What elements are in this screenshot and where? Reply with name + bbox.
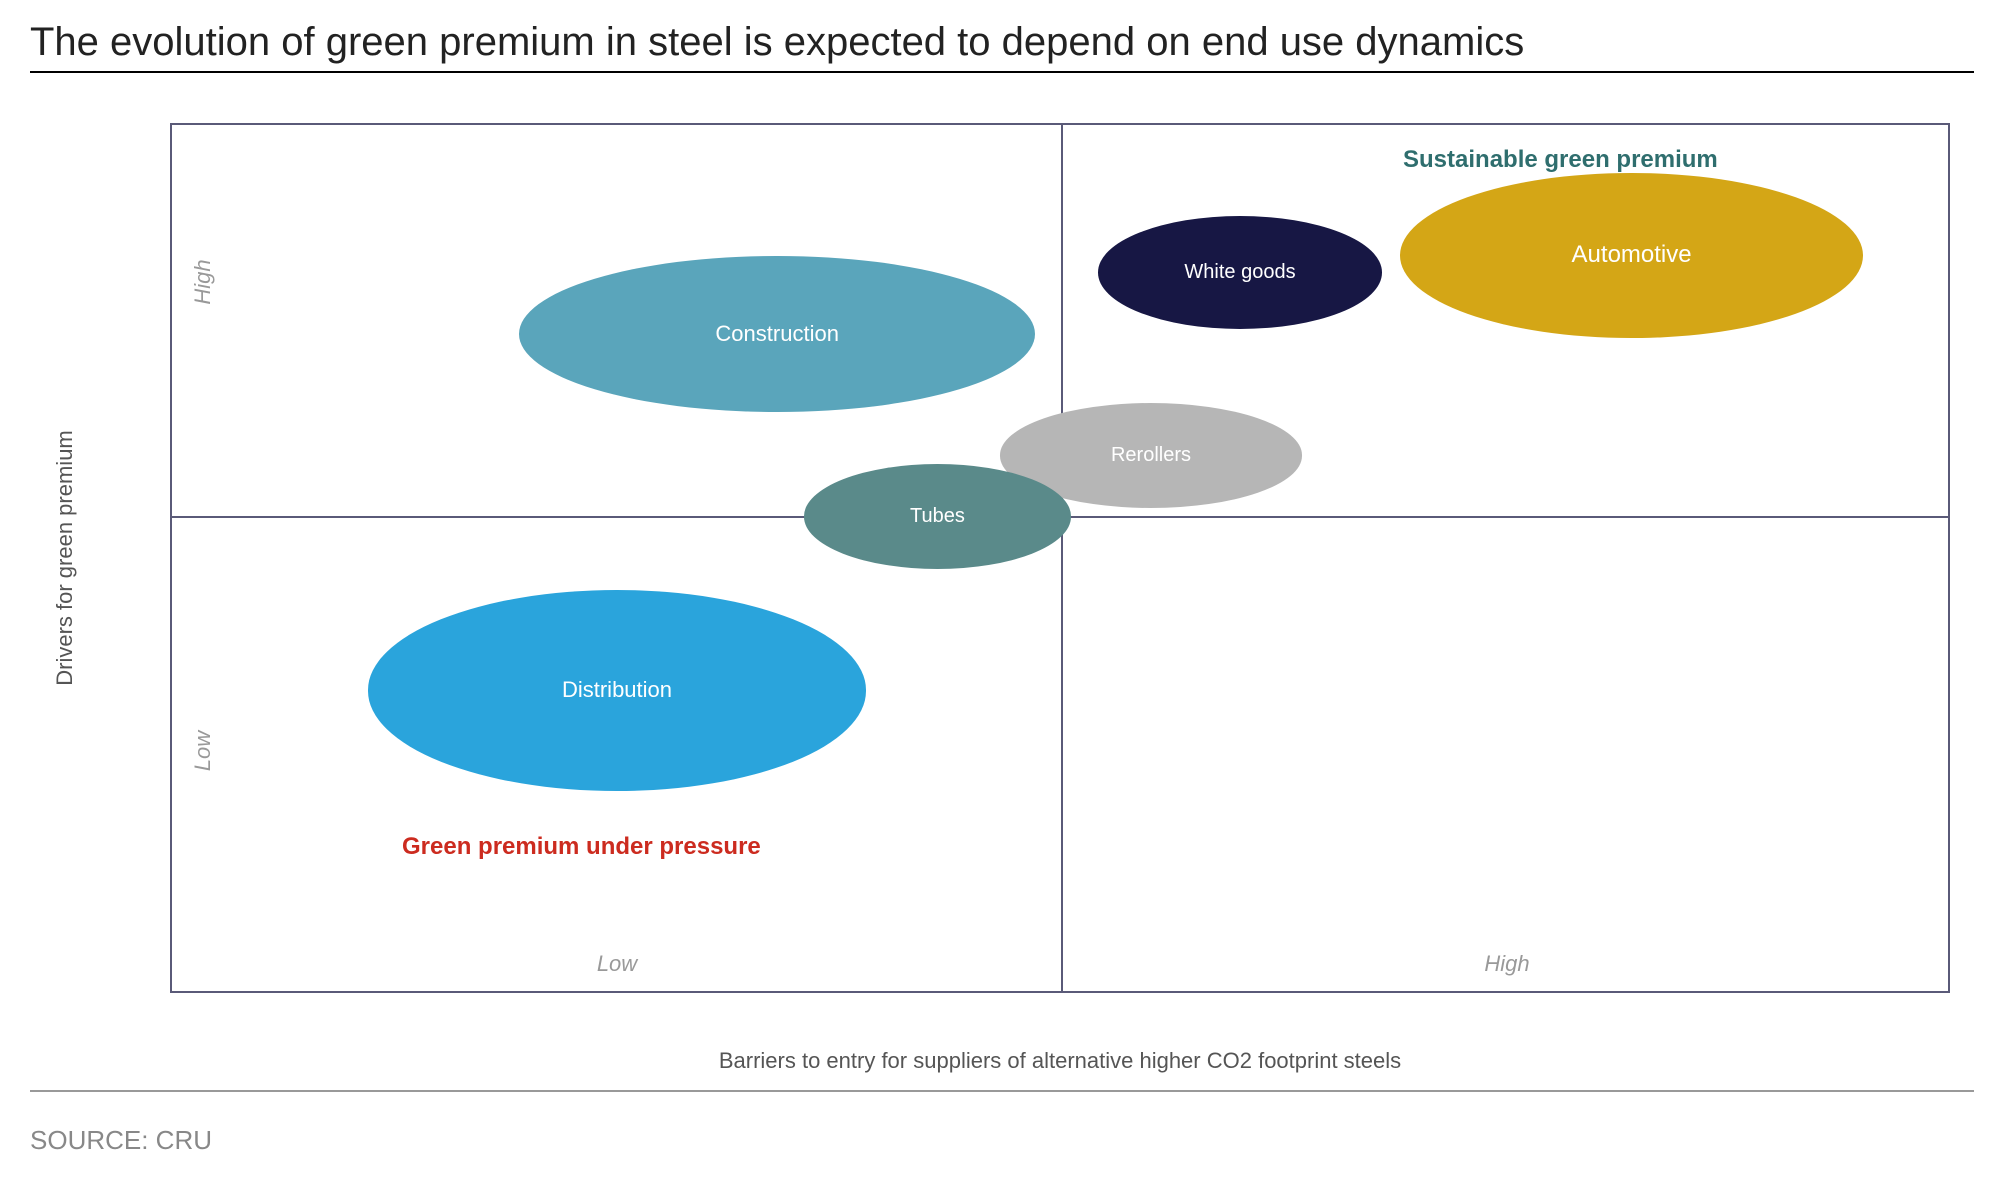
bubble-white-goods: White goods xyxy=(1098,216,1383,329)
bubble-tubes: Tubes xyxy=(804,464,1071,568)
y-tick-low-wrap: Low xyxy=(190,731,216,771)
bubble-label: White goods xyxy=(1184,261,1295,284)
page-title: The evolution of green premium in steel … xyxy=(30,20,1974,73)
vertical-midline xyxy=(1061,125,1063,991)
x-axis-title: Barriers to entry for suppliers of alter… xyxy=(719,1048,1401,1074)
source-text: SOURCE: CRU xyxy=(30,1125,212,1156)
y-tick-low: Low xyxy=(190,731,216,771)
y-tick-high-wrap: High xyxy=(190,259,216,304)
plot-area: Automotive White goods Construction Rerolle… xyxy=(170,123,1950,993)
bubble-label: Construction xyxy=(715,321,839,347)
quadrant-label-top-right: Sustainable green premium xyxy=(1403,146,1718,174)
bubble-distribution: Distribution xyxy=(368,590,866,790)
y-axis-title: Drivers for green premium xyxy=(52,430,78,686)
x-tick-high: High xyxy=(1484,951,1529,977)
y-tick-high: High xyxy=(190,259,216,304)
bubble-construction: Construction xyxy=(519,256,1035,413)
bubble-label: Automotive xyxy=(1572,241,1692,269)
bubble-label: Distribution xyxy=(562,677,672,703)
quadrant-label-bottom-left: Green premium under pressure xyxy=(402,833,761,861)
bubble-label: Tubes xyxy=(910,505,965,528)
x-tick-low: Low xyxy=(597,951,637,977)
quadrant-chart: Drivers for green premium AutomotiveWhit… xyxy=(170,123,1950,993)
bubble-label: Rerollers xyxy=(1111,444,1191,467)
footer-divider xyxy=(30,1090,1974,1092)
bubble-automotive: Automotive xyxy=(1400,173,1863,338)
